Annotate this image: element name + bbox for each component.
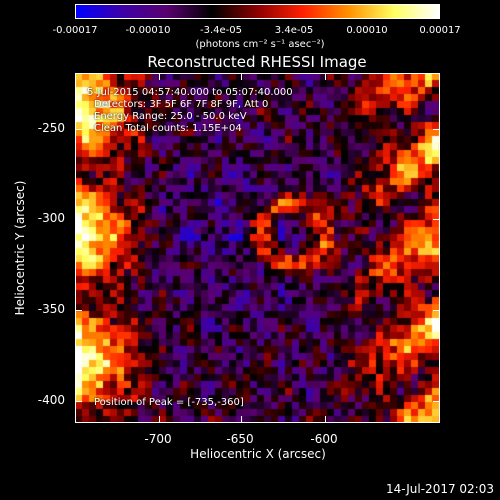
colorbar-tick: 0.00017 — [419, 25, 461, 36]
info-detectors: Detectors: 3F 5F 6F 7F 8F 9F, Att 0 — [94, 99, 269, 110]
colorbar — [75, 4, 440, 19]
colorbar-tick: -0.00010 — [125, 25, 171, 36]
info-time-range: 5-Jul-2015 04:57:40.000 to 05:07:40.000 — [87, 87, 293, 98]
x-tick-label: -700 — [144, 432, 172, 446]
rhessi-image-map — [75, 73, 440, 423]
y-axis-label: Heliocentric Y (arcsec) — [13, 180, 27, 316]
info-energy-range: Energy Range: 25.0 - 50.0 keV — [94, 111, 247, 122]
colorbar-tick: 3.4e-05 — [274, 25, 314, 36]
x-tick-label: -600 — [310, 432, 338, 446]
info-clean-counts: Clean Total counts: 1.15E+04 — [94, 123, 242, 134]
x-axis-label: Heliocentric X (arcsec) — [190, 447, 326, 461]
colorbar-unit-label: (photons cm⁻² s⁻¹ asec⁻²) — [195, 39, 325, 50]
y-tick-label: -250 — [37, 121, 65, 135]
plot-frame — [75, 73, 440, 423]
y-tick-label: -400 — [37, 393, 65, 407]
plot-timestamp: 14-Jul-2017 02:03 — [385, 482, 494, 496]
y-tick-label: -300 — [37, 211, 65, 225]
x-tick-label: -650 — [226, 432, 254, 446]
colorbar-tick: -3.4e-05 — [200, 25, 242, 36]
colorbar-tick: -0.00017 — [52, 25, 98, 36]
image-title: Reconstructed RHESSI Image — [147, 53, 367, 71]
info-peak-position: Position of Peak = [-735,-360] — [94, 397, 244, 408]
y-tick-label: -350 — [37, 302, 65, 316]
colorbar-tick: 0.00010 — [346, 25, 388, 36]
